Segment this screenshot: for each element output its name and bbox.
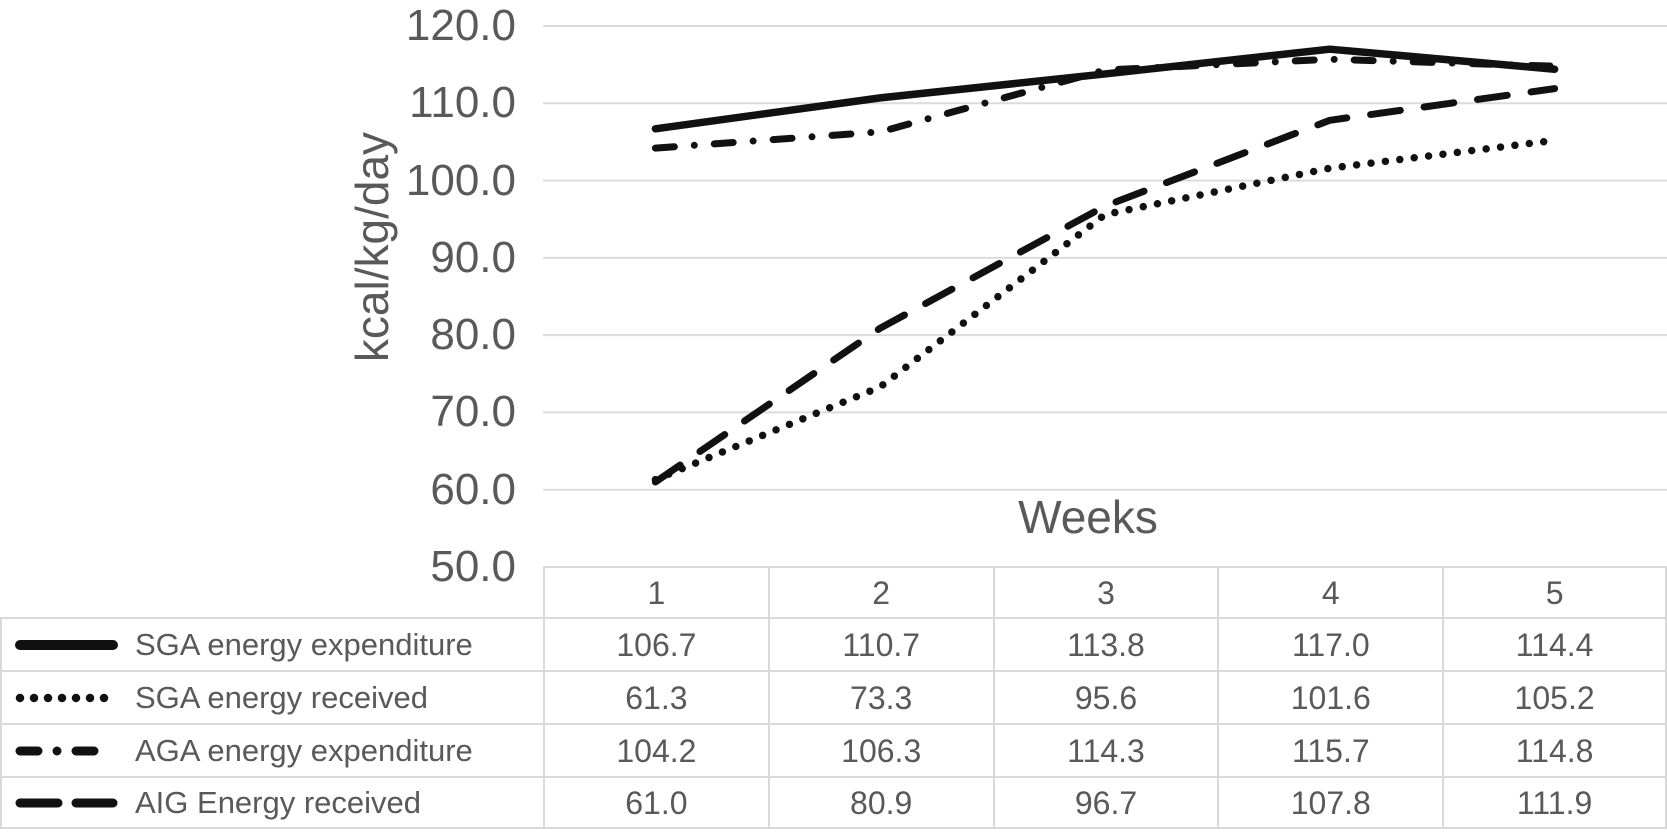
value-cell: 106.7 (543, 617, 768, 670)
week-header-cell: 5 (1442, 566, 1667, 617)
y-tick-label: 100.0 (405, 155, 516, 205)
week-header-cell: 2 (767, 566, 993, 617)
legend-label: AGA energy expenditure (135, 733, 473, 768)
series-line (651, 45, 1559, 133)
value-cell: 73.3 (767, 670, 993, 723)
value-cell: 61.0 (543, 776, 768, 829)
value-cell: 105.2 (1442, 670, 1667, 723)
value-cell: 61.3 (543, 670, 768, 723)
legend-cell: SGA energy expenditure (0, 617, 543, 670)
series-line (651, 85, 1559, 486)
legend-label: SGA energy expenditure (135, 627, 473, 662)
chart-data-table: 1 2 3 4 5 SGA energy expenditure 106.7 110.7 113… (0, 566, 1667, 829)
value-cell: 101.6 (1217, 670, 1443, 723)
value-cell: 80.9 (767, 776, 993, 829)
value-cell: 107.8 (1217, 776, 1443, 829)
y-tick-label: 70.0 (430, 387, 516, 437)
value-cell: 110.7 (767, 617, 993, 670)
y-tick-label: 50.0 (430, 542, 516, 591)
series-line (651, 136, 1559, 484)
value-cell: 114.3 (992, 723, 1218, 776)
y-tick-label: 110.0 (409, 78, 516, 128)
value-cell: 117.0 (1217, 617, 1443, 670)
week-header-cell: 1 (543, 566, 768, 617)
y-tick-label: 120.0 (405, 1, 516, 50)
value-cell: 106.3 (767, 723, 993, 776)
y-tick-label: 90.0 (430, 232, 516, 282)
y-tick-label: 80.0 (430, 310, 516, 360)
x-axis-title: Weeks (1018, 491, 1158, 543)
legend-cell: AGA energy expenditure (0, 723, 543, 776)
dotted-line-key-icon (15, 693, 118, 702)
value-cell: 111.9 (1442, 776, 1667, 829)
value-cell: 113.8 (992, 617, 1218, 670)
value-cell: 96.7 (992, 776, 1218, 829)
solid-line-key-icon (15, 639, 118, 650)
value-cell: 114.8 (1442, 723, 1667, 776)
legend-label: SGA energy received (135, 680, 428, 715)
week-header-cell: 4 (1217, 566, 1443, 617)
legend-cell: SGA energy received (0, 670, 543, 723)
value-cell: 95.6 (992, 670, 1218, 723)
legend-cell: AIG Energy received (0, 776, 543, 829)
dashed-line-key-icon (15, 798, 118, 807)
value-cell: 104.2 (543, 723, 768, 776)
table-corner-cell (0, 566, 543, 617)
week-header-cell: 3 (992, 566, 1218, 617)
value-cell: 114.4 (1442, 617, 1667, 670)
dash-dot-line-key-icon (15, 746, 118, 755)
value-cell: 115.7 (1217, 723, 1443, 776)
y-tick-label: 60.0 (430, 464, 516, 514)
legend-label: AIG Energy received (135, 785, 422, 820)
plot-area (543, 25, 1667, 491)
